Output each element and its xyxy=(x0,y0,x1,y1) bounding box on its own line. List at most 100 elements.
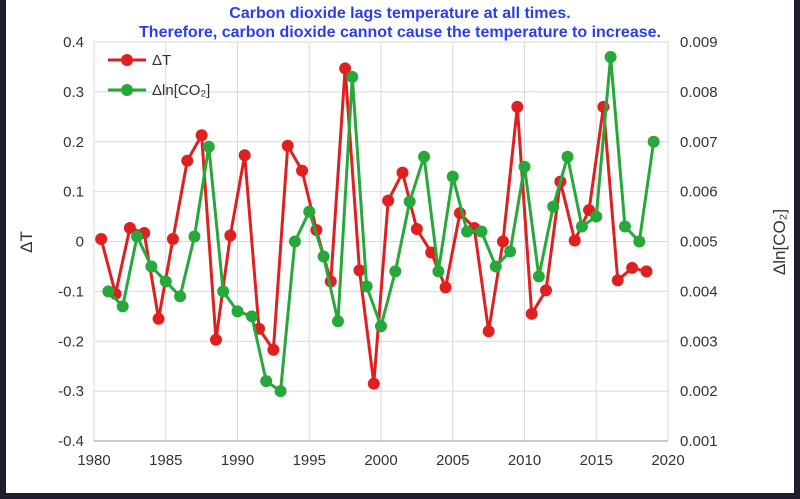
data-point xyxy=(626,261,639,274)
data-point xyxy=(360,280,373,293)
y-tick-label-left: 0.1 xyxy=(63,184,84,201)
data-point xyxy=(532,270,545,283)
data-point xyxy=(547,200,560,213)
legend-label: ΔT xyxy=(152,52,171,69)
data-point xyxy=(224,229,237,242)
data-point xyxy=(181,154,194,167)
data-point xyxy=(489,260,502,273)
series-layer xyxy=(95,50,660,398)
y-tick-label-left: 0.4 xyxy=(63,34,84,51)
y-tick-label-right: 0.008 xyxy=(680,84,718,101)
data-point xyxy=(446,170,459,183)
y-tick-label-left: 0.3 xyxy=(63,84,84,101)
data-point xyxy=(568,234,581,247)
data-point xyxy=(317,250,330,263)
series-delta-t xyxy=(95,62,653,390)
y-tick-label-left: -0.4 xyxy=(58,433,84,450)
y-tick-label-right: 0.007 xyxy=(680,134,718,151)
data-point xyxy=(561,150,574,163)
data-point xyxy=(346,70,359,83)
data-point xyxy=(296,164,309,177)
legend-marker xyxy=(121,84,133,96)
series-delta-ln-co2 xyxy=(102,50,660,398)
line-chart: -0.4 -0.3 -0.2 -0.1 0 0.1 0.2 0.3 0.4 0.001 0.002 0… xyxy=(58,34,717,469)
y-tick-label-left: 0 xyxy=(76,234,84,251)
x-tick-label: 1990 xyxy=(221,452,254,469)
data-point xyxy=(375,320,387,333)
data-point xyxy=(166,233,179,246)
data-point xyxy=(410,223,423,236)
data-point xyxy=(95,233,108,246)
data-point xyxy=(461,225,474,238)
legend-label: Δln[CO₂] xyxy=(152,82,210,99)
legend-entry: Δln[CO₂] xyxy=(108,82,210,99)
data-point xyxy=(540,284,553,297)
y-tick-label-right: 0.001 xyxy=(680,433,718,450)
data-point xyxy=(389,265,402,278)
data-point xyxy=(525,307,538,320)
tick-labels: -0.4 -0.3 -0.2 -0.1 0 0.1 0.2 0.3 0.4 0.001 0.002 0… xyxy=(58,34,717,469)
y-tick-label-right: 0.002 xyxy=(680,383,718,400)
x-tick-label: 1980 xyxy=(77,452,110,469)
y-tick-label-right: 0.005 xyxy=(680,234,718,251)
data-point xyxy=(339,62,352,75)
data-point xyxy=(382,194,395,207)
data-point xyxy=(331,315,344,328)
data-point xyxy=(260,375,273,388)
legend: ΔT Δln[CO₂] xyxy=(108,52,210,99)
data-point xyxy=(611,274,624,287)
y-tick-label-left: 0.2 xyxy=(63,134,84,151)
data-point xyxy=(396,166,409,179)
data-point xyxy=(116,300,129,313)
data-point xyxy=(202,140,215,153)
data-point xyxy=(267,343,280,356)
data-point xyxy=(403,195,416,208)
data-point xyxy=(618,220,631,233)
data-point xyxy=(131,230,144,243)
data-point xyxy=(152,312,165,325)
data-point xyxy=(496,235,509,248)
data-point xyxy=(439,281,452,294)
data-point xyxy=(475,225,488,238)
data-point xyxy=(195,129,208,142)
x-tick-label: 2015 xyxy=(580,452,613,469)
data-point xyxy=(518,160,531,173)
data-point xyxy=(188,230,201,243)
data-point xyxy=(274,385,287,398)
legend-marker xyxy=(121,54,133,66)
x-tick-label: 1995 xyxy=(293,452,326,469)
data-point xyxy=(575,220,588,233)
data-point xyxy=(238,149,251,162)
data-point xyxy=(231,305,244,318)
y-tick-label-left: -0.1 xyxy=(58,283,84,300)
data-point xyxy=(590,210,603,223)
data-point xyxy=(504,245,517,258)
data-point xyxy=(511,100,524,113)
y-axis-title-left: ΔT xyxy=(16,231,36,253)
data-point xyxy=(159,275,172,288)
x-tick-label: 2010 xyxy=(508,452,541,469)
y-tick-label-right: 0.009 xyxy=(680,34,718,51)
slide-frame: Carbon dioxide lags temperature at all t… xyxy=(6,0,794,493)
x-tick-label: 2020 xyxy=(651,452,684,469)
data-point xyxy=(209,333,222,346)
x-tick-label: 2000 xyxy=(364,452,397,469)
headline-line-2: Therefore, carbon dioxide cannot cause t… xyxy=(139,24,661,41)
series-line xyxy=(99,66,647,386)
y-tick-label-left: -0.3 xyxy=(58,383,84,400)
data-point xyxy=(217,285,230,298)
data-point xyxy=(145,260,158,273)
data-point xyxy=(633,235,646,248)
legend-entry: ΔT xyxy=(108,52,171,69)
data-point xyxy=(174,290,187,303)
data-point xyxy=(281,139,294,152)
y-tick-label-right: 0.003 xyxy=(680,333,718,350)
y-tick-label-right: 0.004 xyxy=(680,283,718,300)
x-tick-label: 1985 xyxy=(149,452,182,469)
y-tick-label-right: 0.006 xyxy=(680,184,718,201)
data-point xyxy=(123,222,136,235)
data-point xyxy=(303,205,316,218)
y-axis-title-right: Δln[CO₂] xyxy=(770,208,789,276)
data-point xyxy=(432,265,445,278)
data-point xyxy=(604,50,617,63)
